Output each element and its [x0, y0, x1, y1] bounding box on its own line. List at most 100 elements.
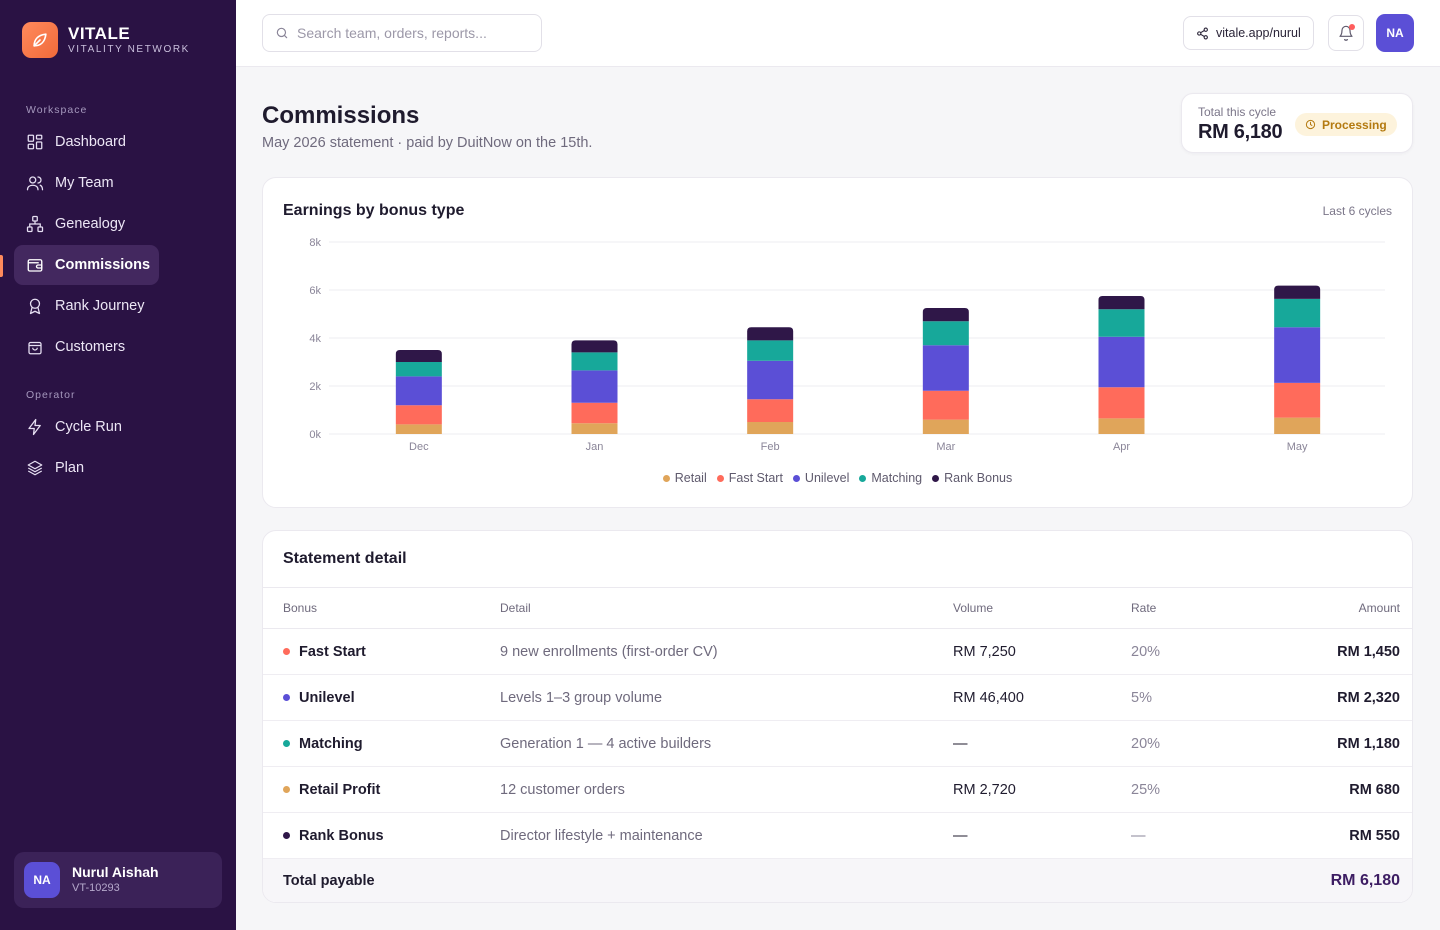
bar-segment[interactable] [922, 390, 969, 420]
legend-item[interactable]: Rank Bonus [932, 471, 1012, 485]
bar-segment[interactable] [747, 340, 794, 361]
sidebar-item-commissions[interactable]: Commissions [14, 245, 159, 285]
bar-stack[interactable] [922, 308, 969, 434]
bar-segment[interactable] [1098, 336, 1145, 388]
sidebar-item-cycle-run[interactable]: Cycle Run [14, 407, 159, 447]
bar-segment[interactable] [395, 424, 442, 434]
x-tick-label: May [1287, 441, 1308, 453]
bar-segment[interactable] [1274, 382, 1321, 418]
volume-cell: — [953, 812, 1131, 859]
bar-segment[interactable] [1274, 327, 1321, 383]
bar-segment[interactable] [395, 405, 442, 425]
amount-cell: RM 680 [1271, 766, 1412, 813]
sidebar-item-my-team[interactable]: My Team [14, 163, 159, 203]
sidebar-item-plan[interactable]: Plan [14, 448, 159, 488]
bar-segment[interactable] [571, 370, 618, 403]
legend-item[interactable]: Matching [859, 471, 922, 485]
bar-stack[interactable] [395, 350, 442, 434]
table-header-row: Bonus Detail Volume Rate Amount [263, 587, 1412, 629]
column-header-amount[interactable]: Amount [1271, 587, 1412, 629]
detail-cell: Director lifestyle + maintenance [500, 812, 953, 859]
detail-cell: 12 customer orders [500, 766, 953, 813]
bar-segment[interactable] [571, 340, 618, 353]
bar-segment[interactable] [922, 321, 969, 346]
avatar: NA [24, 862, 60, 898]
table-row[interactable]: Fast Start 9 new enrollments (first-order… [263, 628, 1412, 675]
bar-segment[interactable] [1274, 417, 1321, 434]
sidebar-item-label: Dashboard [55, 134, 126, 150]
bar-stack[interactable] [571, 340, 618, 434]
bar-segment[interactable] [571, 402, 618, 424]
bar-segment[interactable] [922, 308, 969, 322]
share-link-label: vitale.app/nurul [1216, 26, 1301, 40]
bar-segment[interactable] [395, 362, 442, 377]
search-input[interactable] [297, 25, 537, 41]
bar-stack[interactable] [747, 327, 794, 434]
column-header-bonus[interactable]: Bonus [263, 587, 500, 629]
table-row[interactable]: Matching Generation 1 — 4 active builders… [263, 720, 1412, 767]
share-link-button[interactable]: vitale.app/nurul [1183, 16, 1314, 50]
bar-segment[interactable] [922, 419, 969, 434]
bar-stack[interactable] [1274, 285, 1321, 434]
legend-label: Fast Start [728, 471, 783, 485]
bar-segment[interactable] [1274, 285, 1321, 299]
volume-cell: RM 46,400 [953, 674, 1131, 721]
chart-legend: Retail Fast Start Unilevel Matching Rank Bon… [263, 471, 1412, 485]
bag-icon [28, 341, 42, 355]
search-box[interactable] [262, 14, 542, 52]
y-tick-label: 0k [309, 429, 321, 441]
nav-section-operator: Operator [26, 389, 76, 401]
rate-cell: — [1131, 812, 1271, 859]
brand[interactable]: VITALE VITALITY NETWORK [22, 22, 190, 58]
column-header-volume[interactable]: Volume [953, 587, 1131, 629]
legend-item[interactable]: Fast Start [716, 471, 783, 485]
bar-segment[interactable] [571, 423, 618, 434]
legend-swatch [792, 474, 800, 482]
bar-segment[interactable] [1098, 387, 1145, 419]
bar-segment[interactable] [747, 399, 794, 422]
total-payable-label: Total payable [263, 858, 1271, 902]
bonus-cell: Retail Profit [263, 766, 500, 813]
status-label: Processing [1322, 117, 1387, 132]
bonus-cell: Unilevel [263, 674, 500, 721]
sidebar-item-dashboard[interactable]: Dashboard [14, 122, 159, 162]
bonus-cell: Fast Start [263, 628, 500, 675]
total-payable-value: RM 6,180 [1271, 858, 1412, 902]
bar-segment[interactable] [747, 422, 794, 434]
bar-segment[interactable] [395, 350, 442, 362]
table-row[interactable]: Unilevel Levels 1–3 group volume RM 46,400… [263, 674, 1412, 721]
table-row[interactable]: Retail Profit 12 customer orders RM 2,720 2… [263, 766, 1412, 813]
bar-segment[interactable] [1274, 298, 1321, 328]
bar-segment[interactable] [747, 327, 794, 341]
bar-segment[interactable] [571, 352, 618, 371]
legend-swatch [859, 474, 867, 482]
cycle-total-card: Total this cycle RM 6,180 Processing [1181, 93, 1413, 153]
bonus-cell: Rank Bonus [263, 812, 500, 859]
table-row[interactable]: Rank Bonus Director lifestyle + maintenan… [263, 812, 1412, 859]
x-tick-label: Feb [761, 441, 780, 453]
bar-segment[interactable] [747, 360, 794, 400]
notifications-button[interactable] [1328, 15, 1364, 51]
amount-cell: RM 550 [1271, 812, 1412, 859]
bar-segment[interactable] [1098, 418, 1145, 434]
bar-stack[interactable] [1098, 296, 1145, 434]
sidebar-item-genealogy[interactable]: Genealogy [14, 204, 159, 244]
bolt-icon [28, 418, 41, 436]
bar-segment[interactable] [1098, 296, 1145, 310]
bonus-color-dot [283, 694, 290, 701]
bar-segment[interactable] [1098, 309, 1145, 337]
x-tick-label: Apr [1113, 441, 1130, 453]
sidebar-item-customers[interactable]: Customers [14, 327, 159, 367]
user-avatar-button[interactable]: NA [1376, 14, 1414, 52]
column-header-detail[interactable]: Detail [500, 587, 953, 629]
user-profile-card[interactable]: NA Nurul Aishah VT-10293 [14, 852, 222, 908]
column-header-rate[interactable]: Rate [1131, 587, 1271, 629]
legend-item[interactable]: Retail [662, 471, 707, 485]
clock-icon [1305, 119, 1316, 130]
bar-segment[interactable] [922, 345, 969, 391]
sidebar-item-rank-journey[interactable]: Rank Journey [14, 286, 159, 326]
x-tick-label: Jan [586, 441, 604, 453]
legend-item[interactable]: Unilevel [792, 471, 849, 485]
share-icon [1197, 27, 1208, 39]
bar-segment[interactable] [395, 376, 442, 406]
